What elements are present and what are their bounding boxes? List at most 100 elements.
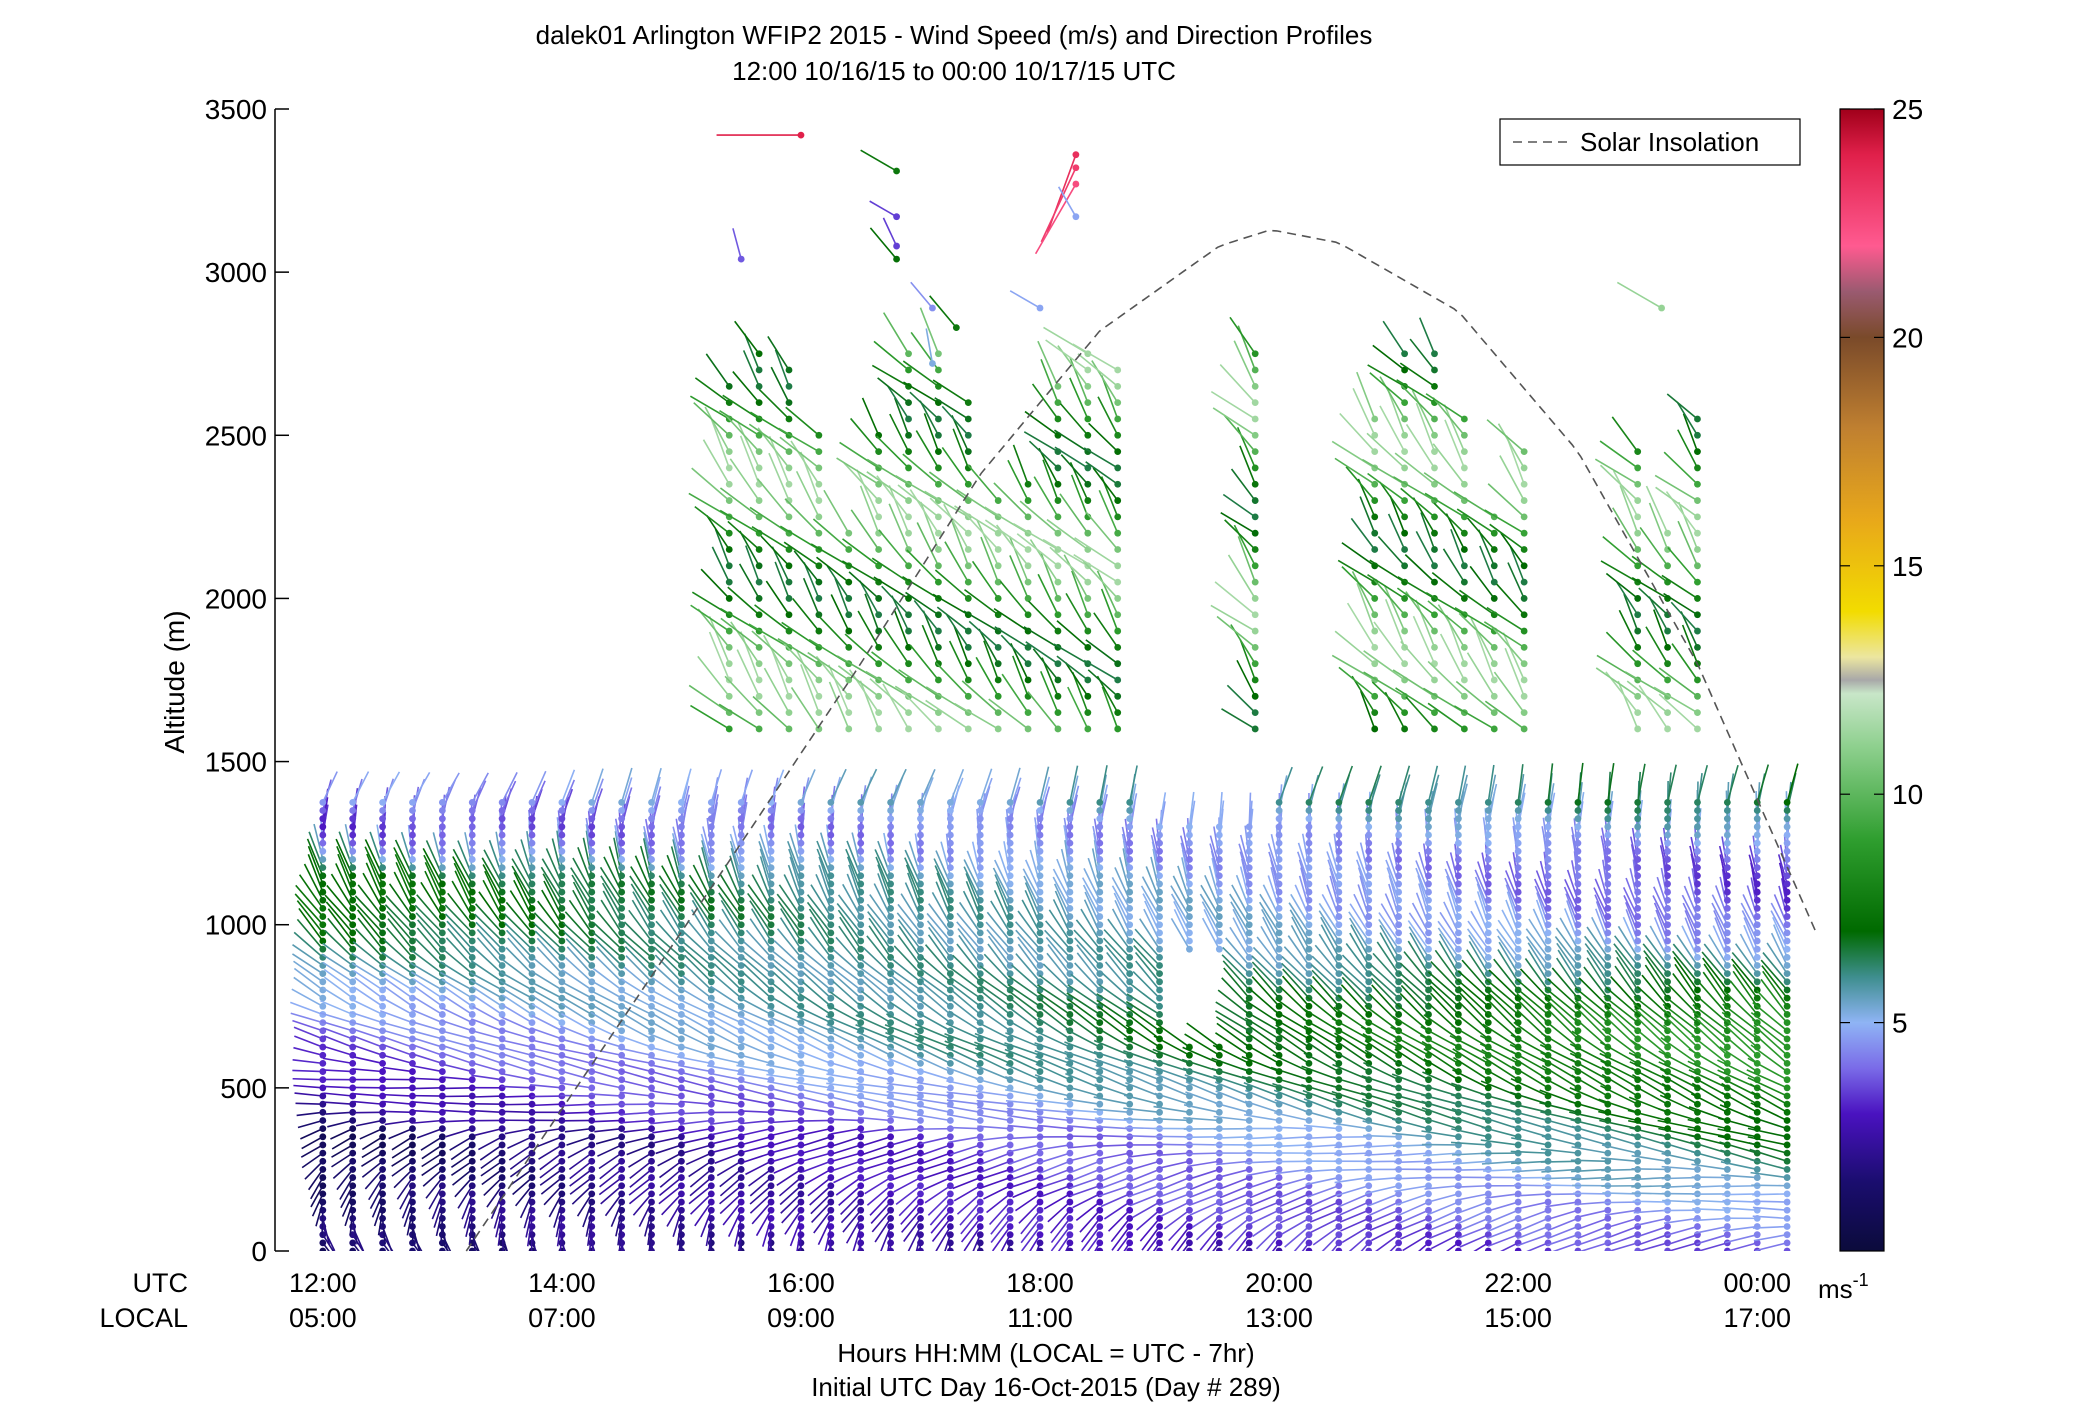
wind-barb-point <box>797 970 805 978</box>
wind-barb-point <box>1425 929 1432 937</box>
wind-barb-shaft <box>1367 1250 1369 1251</box>
wind-barb-shaft <box>988 1201 1011 1226</box>
wind-barb-shaft <box>323 1045 353 1056</box>
wind-barb-point <box>498 1011 506 1018</box>
wind-barb-shaft <box>741 949 772 975</box>
wind-barb-shaft <box>740 1097 772 1105</box>
wind-barb-point <box>1186 1051 1193 1059</box>
wind-barb-point <box>558 1059 566 1067</box>
wind-barb-shaft <box>915 1039 951 1056</box>
wind-barb-point <box>1454 880 1462 888</box>
wind-barb-point <box>588 1157 596 1165</box>
wind-barb-shaft <box>798 1095 832 1105</box>
wind-barb-point <box>857 831 865 839</box>
wind-barb-shaft <box>1065 1242 1071 1251</box>
wind-barb-shaft <box>831 967 862 991</box>
wind-barb-point <box>409 986 416 994</box>
wind-barb-point <box>438 815 446 823</box>
wind-barb-point <box>1544 913 1552 920</box>
wind-barb-point <box>1245 1035 1253 1043</box>
wind-barb-point <box>1335 872 1343 880</box>
wind-barb-point <box>1664 1182 1671 1190</box>
wind-barb-shaft <box>842 1209 862 1233</box>
wind-barb-point <box>1096 1043 1104 1051</box>
wind-barb-shaft <box>349 1210 354 1236</box>
wind-barb-point <box>1096 1149 1104 1157</box>
wind-barb-shaft <box>1393 1040 1429 1065</box>
wind-barb-point <box>946 798 954 806</box>
wind-barb-shaft <box>322 1226 336 1251</box>
wind-barb-point <box>558 1190 566 1198</box>
wind-barb-point <box>1305 953 1313 961</box>
wind-barb-shaft <box>708 1226 713 1251</box>
wind-barb-point <box>1365 945 1373 953</box>
wind-barb-shaft <box>470 979 503 999</box>
wind-barb-shaft <box>1067 998 1101 1024</box>
wind-barb-point <box>1544 905 1552 912</box>
wind-barb-shaft <box>1035 1055 1071 1073</box>
wind-barb-point <box>1275 880 1283 888</box>
wind-barb-shaft <box>980 1152 1011 1165</box>
wind-barb-point <box>468 856 476 863</box>
wind-barb-shaft <box>1564 908 1579 942</box>
wind-barb-shaft <box>1546 1008 1579 1040</box>
wind-barb-point <box>1395 1206 1403 1214</box>
wind-barb-point <box>857 815 865 823</box>
wind-barb-shaft <box>1008 990 1041 1016</box>
wind-barb-shaft <box>1540 1075 1579 1097</box>
wind-barb-shaft <box>742 972 772 999</box>
wind-barb-shaft <box>1403 951 1430 983</box>
wind-barb-shaft <box>351 771 370 803</box>
wind-barb-shaft <box>934 865 952 901</box>
wind-barb-shaft <box>1229 926 1250 958</box>
wind-barb-shaft <box>561 1234 565 1251</box>
wind-barb-shaft <box>320 1020 353 1032</box>
wind-barb-point <box>1215 831 1223 839</box>
wind-barb-shaft <box>596 910 623 942</box>
wind-barb-point <box>1425 864 1432 872</box>
wind-barb-point <box>1574 839 1582 847</box>
wind-barb-point <box>1514 1011 1522 1018</box>
wind-barb-shaft <box>410 971 443 991</box>
wind-barb-shaft <box>897 919 922 950</box>
wind-barb-shaft <box>953 1185 981 1202</box>
wind-barb-shaft <box>796 1062 832 1073</box>
wind-barb-shaft <box>866 1185 892 1206</box>
wind-barb-shaft <box>1127 1152 1160 1158</box>
wind-barb-shaft <box>866 903 892 934</box>
wind-barb-shaft <box>1468 940 1489 975</box>
wind-barb-shaft <box>1007 1124 1041 1130</box>
wind-barb-shaft <box>529 987 563 1007</box>
wind-barb-shaft <box>856 1072 891 1081</box>
wind-barb-point <box>1634 962 1642 969</box>
wind-barb-point <box>438 1068 446 1075</box>
wind-barb-shaft <box>1272 1054 1310 1073</box>
wind-barb-point <box>737 1182 745 1190</box>
wind-barb-shaft <box>500 1028 533 1040</box>
wind-barb-point <box>588 1174 596 1181</box>
wind-barb-shaft <box>648 1226 653 1251</box>
wind-barb-shaft <box>1004 1048 1041 1065</box>
wind-barb-shaft <box>1133 944 1161 975</box>
wind-barb-point <box>1514 896 1522 904</box>
wind-barb-shaft <box>749 1176 772 1197</box>
wind-barb-shaft <box>679 1006 712 1024</box>
wind-barb-point <box>797 978 805 986</box>
wind-barb-point <box>1335 888 1343 896</box>
wind-barb-point <box>976 945 984 953</box>
wind-barb-shaft <box>694 1201 712 1227</box>
wind-barb-shaft <box>1017 936 1041 966</box>
wind-barb-shaft <box>826 1073 861 1081</box>
wind-barb-point <box>468 1019 476 1026</box>
wind-barb-point <box>558 864 566 872</box>
wind-barb-point <box>1574 962 1582 969</box>
wind-barb-point <box>1305 905 1313 912</box>
wind-barb-shaft <box>1637 1242 1668 1251</box>
wind-barb-shaft <box>322 1250 324 1251</box>
wind-barb-shaft <box>1400 1225 1429 1240</box>
wind-barb-point <box>857 929 865 937</box>
wind-barb-point <box>737 905 745 912</box>
wind-barb-point <box>1425 1214 1432 1222</box>
wind-barb-shaft <box>769 1022 802 1040</box>
wind-barb-shaft <box>1458 1001 1489 1032</box>
